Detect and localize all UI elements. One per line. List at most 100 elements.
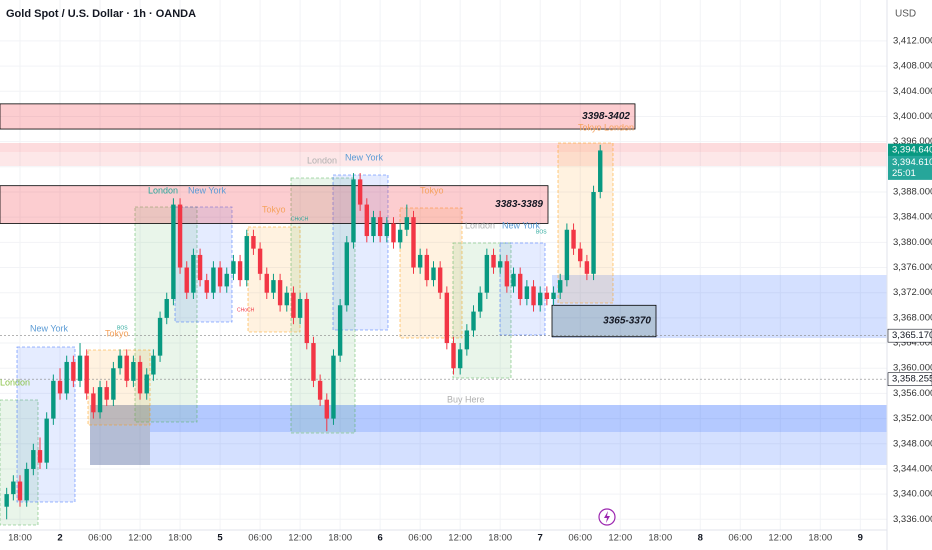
candle-body [351, 179, 356, 243]
y-tick-label: 3,408.000 [893, 61, 932, 72]
candle-body [411, 217, 416, 268]
shaded-band [90, 405, 887, 465]
candle-body [197, 254, 203, 281]
price-tag [888, 155, 932, 180]
annotation: New York [30, 323, 69, 333]
annotation: Tokyo London [578, 122, 634, 132]
candle-body [157, 317, 163, 356]
candle-body [497, 261, 503, 268]
x-tick-label: 18:00 [8, 533, 32, 544]
candle-body [11, 481, 16, 495]
shaded-band [0, 143, 887, 152]
price-tag-label: 3,394.610 [892, 157, 932, 168]
x-tick-label: 18:00 [328, 533, 352, 544]
candle-body [511, 273, 516, 287]
x-tick-label: 18:00 [488, 533, 512, 544]
y-tick-label: 3,344.000 [893, 463, 932, 474]
candle-body [371, 217, 376, 237]
candle-body [211, 267, 216, 293]
candle-body [231, 261, 236, 274]
x-tick-label: 06:00 [408, 533, 432, 544]
candle-body [571, 229, 576, 249]
candle-body [344, 242, 349, 306]
candle-body [598, 150, 603, 192]
main-layer: 3,336.000 3,340.000 3,344.000 3,348.000 3,35… [0, 35, 932, 544]
y-tick-label: 3,404.000 [893, 86, 932, 97]
x-tick-label: 12:00 [288, 533, 312, 544]
candle-body [311, 343, 316, 381]
annotation: London [307, 155, 337, 165]
y-tick-label: 3,384.000 [893, 212, 932, 223]
y-tick-label: 3,376.000 [893, 262, 932, 273]
candle-body [184, 267, 189, 293]
annotation: Buy Here [447, 394, 485, 404]
candle-body [64, 361, 69, 394]
candle-body [144, 374, 149, 394]
y-tick-label: 3,336.000 [893, 514, 932, 525]
session-box [174, 206, 233, 323]
candle-body [131, 361, 136, 381]
candle-body [431, 267, 436, 281]
price-tag-label: 3,365.170 [892, 330, 932, 341]
shaded-band [552, 275, 887, 338]
candle-body [544, 292, 550, 299]
annotation: Tokyo [262, 204, 286, 214]
y-tick-label: 3,356.000 [893, 388, 932, 399]
price-tag [888, 143, 932, 157]
y-tick-label: 3,368.000 [893, 312, 932, 323]
candle-body [424, 254, 430, 281]
candle-body [277, 280, 283, 306]
candle-body [24, 468, 29, 501]
candle-body [104, 387, 109, 400]
x-tick-label: 12:00 [608, 533, 632, 544]
candle-body [471, 311, 476, 331]
candle-body [177, 204, 183, 268]
candle-body [504, 261, 510, 287]
candle-body [324, 399, 329, 419]
candle-body [117, 355, 123, 369]
candle-body [377, 217, 383, 237]
candle-body [297, 298, 303, 318]
shaded-band [150, 405, 887, 432]
candle-body [357, 179, 363, 205]
candle-body [44, 418, 49, 463]
candle-body [451, 343, 456, 369]
candle-body [251, 236, 256, 249]
candle-body [284, 292, 289, 306]
candle-body [591, 191, 596, 274]
y-tick-label: 3,412.000 [893, 35, 932, 46]
candle-body [37, 450, 43, 463]
candle-body [137, 361, 143, 394]
annotation: New York [345, 152, 384, 162]
candle-body [71, 361, 76, 381]
y-tick-label: 3,372.000 [893, 287, 932, 298]
annotation: Tokyo [420, 185, 444, 195]
candle-body [4, 494, 9, 507]
candle-body [237, 261, 243, 281]
x-tick-label: 06:00 [248, 533, 272, 544]
candle-body [151, 355, 156, 375]
session-box [499, 242, 546, 336]
candle-body [304, 298, 309, 344]
candle-body [51, 380, 56, 419]
candle-body [578, 248, 583, 262]
price-tag [887, 328, 932, 343]
candle-body [244, 236, 249, 281]
candle-body [457, 349, 463, 369]
price-tag-label: 3,394.640 [892, 145, 932, 156]
candle-body [524, 286, 530, 299]
candle-body [31, 450, 36, 469]
candle-body [57, 380, 63, 394]
annotation: CHoCH [237, 307, 255, 313]
candle-body [444, 292, 450, 344]
annotation: London [0, 377, 30, 387]
zone [0, 185, 549, 224]
y-tick-label: 3,380.000 [893, 237, 932, 248]
price-tag-label: 3,358.255 [892, 374, 932, 385]
candle-body [538, 292, 543, 306]
candle-body [97, 387, 103, 413]
annotation: Tokyo [105, 328, 129, 338]
x-tick-label: 7 [538, 533, 543, 544]
candle-body [204, 280, 209, 293]
